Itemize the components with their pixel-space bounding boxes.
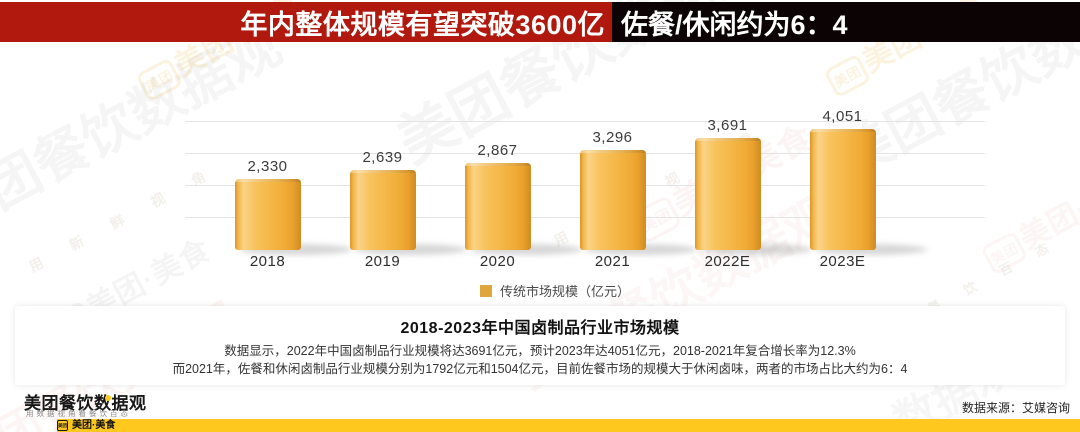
header-title-secondary: 佐餐/休闲约为6：4 (612, 2, 1080, 42)
bar-group: 2,867 (440, 108, 582, 255)
watermark-logo-icon: 美团 (135, 56, 184, 103)
bar-value-label: 4,051 (822, 108, 863, 125)
x-tick-label: 2021 (594, 253, 631, 270)
footer-accent-bar: 美团 美团·美食 (57, 419, 1080, 432)
summary-line-1: 数据显示，2022年中国卤制品行业规模将达3691亿元，预计2023年达4051… (224, 344, 856, 358)
footer: 美团餐饮数据观 用数据视角看餐饮百态 数据来源：艾媒咨询 美团 美团·美食 (0, 388, 1080, 432)
bar-value-label: 3,296 (592, 129, 633, 146)
legend-swatch-icon (479, 284, 492, 297)
bar-2020 (464, 163, 531, 250)
watermark-logo-icon: 美团 (980, 229, 1029, 276)
bar-2019 (349, 170, 416, 250)
brand-tagline: 用数据视角看餐饮百态 (26, 409, 131, 418)
gridline (185, 121, 985, 122)
bar-2022E (694, 138, 761, 250)
bars-row: 2,330 2,639 2,867 3,296 3,691 4,051 (210, 108, 927, 255)
brand-logo-text: 美团餐饮数据观 (24, 394, 147, 413)
data-source-label: 数据来源：艾媒咨询 (961, 401, 1070, 415)
x-tick-label: 2022E (704, 253, 751, 270)
bar-value-label: 3,691 (707, 117, 748, 134)
watermark-logo-icon: 美团 (823, 52, 872, 99)
summary-box: 2018-2023年中国卤制品行业市场规模 数据显示，2022年中国卤制品行业规… (15, 306, 1065, 385)
meituan-badge-icon: 美团 (57, 420, 68, 431)
chart-legend: 传统市场规模（亿元） (210, 281, 900, 300)
bar-value-label: 2,867 (477, 142, 518, 159)
bar-2021 (579, 150, 646, 250)
watermark-text: 美团美团·美食 (975, 155, 1080, 276)
bar-value-label: 2,330 (247, 158, 288, 175)
bar-chart-plot: 2,330 2,639 2,867 3,296 3,691 4,051 (185, 108, 985, 255)
logo-accent-dot-icon (105, 395, 111, 401)
header-banner: 年内整体规模有望突破3600亿 佐餐/休闲约为6：4 (0, 2, 1080, 42)
bar-group: 4,051 (785, 108, 927, 255)
bar-group: 2,639 (325, 108, 467, 255)
bar-2018 (234, 179, 301, 250)
bar-group: 2,330 (210, 108, 352, 255)
x-tick-label: 2018 (249, 253, 286, 270)
legend-label: 传统市场规模（亿元） (499, 284, 630, 299)
x-axis-labels: 2018 2019 2020 2021 2022E 2023E (210, 253, 900, 270)
x-tick-label: 2023E (819, 253, 866, 270)
summary-title: 2018-2023年中国卤制品行业市场规模 (400, 320, 680, 337)
bar-2023E (809, 129, 876, 250)
x-tick-label: 2019 (364, 253, 401, 270)
bar-group: 3,691 (670, 108, 812, 255)
bar-value-label: 2,639 (362, 149, 403, 166)
summary-line-2: 而2021年，佐餐和休闲卤制品行业规模分别为1792亿元和1504亿元，目前佐餐… (172, 361, 908, 376)
brand-label: 美团·美食 (72, 420, 116, 431)
header-title-primary: 年内整体规模有望突破3600亿 (0, 2, 612, 42)
bar-group: 3,296 (555, 108, 697, 255)
x-tick-label: 2020 (479, 253, 516, 270)
